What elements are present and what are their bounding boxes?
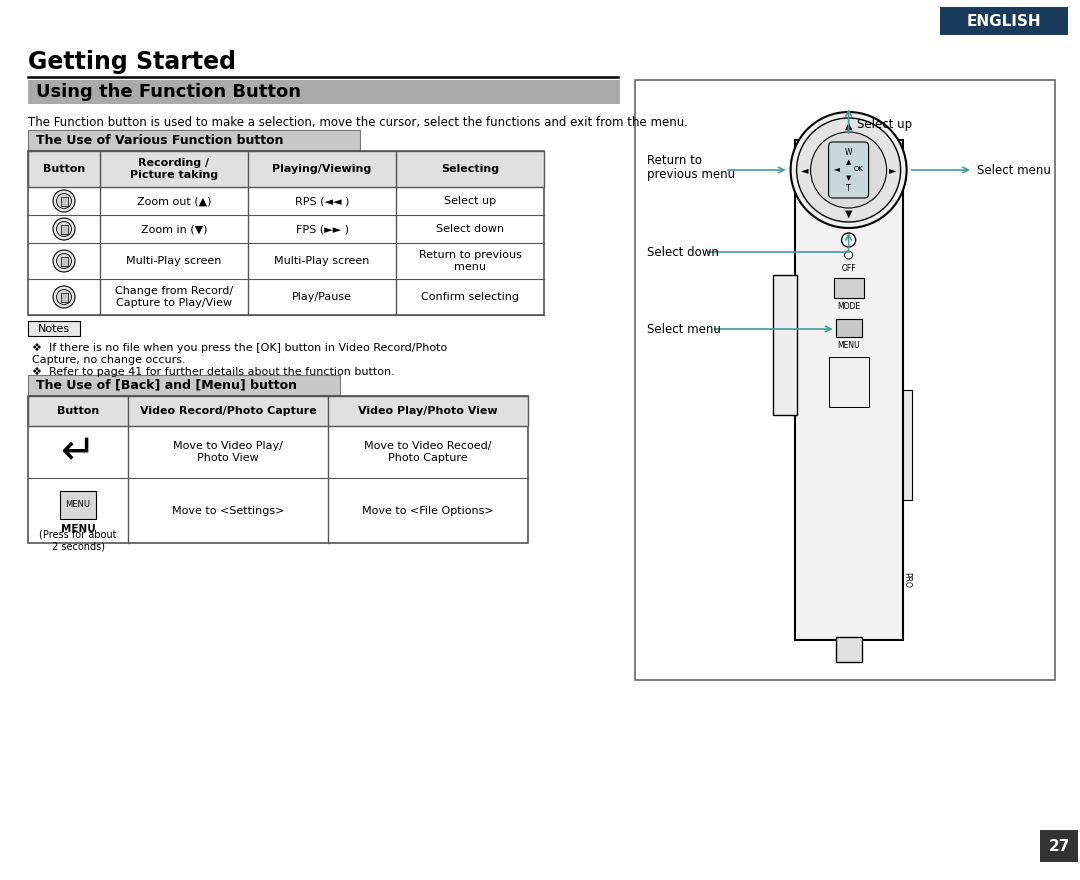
Text: PRO: PRO [902,572,912,588]
Bar [836,319,862,337]
Text: Select up: Select up [856,118,912,130]
Text: Video Play/Photo View: Video Play/Photo View [359,406,498,416]
Circle shape [53,286,75,308]
Circle shape [56,253,71,268]
Text: ENGLISH: ENGLISH [967,13,1041,28]
Circle shape [841,233,855,247]
Bar [28,321,80,336]
Bar [795,140,903,640]
Text: Change from Record/
Capture to Play/View: Change from Record/ Capture to Play/View [114,286,233,308]
Bar [60,490,96,518]
Text: ↵: ↵ [60,431,95,473]
Text: Play/Pause: Play/Pause [292,292,352,302]
Text: MENU: MENU [837,341,860,349]
Bar [28,375,340,395]
Text: T: T [847,184,851,193]
Text: Select menu: Select menu [977,164,1051,177]
Circle shape [53,190,75,212]
Text: W: W [845,148,852,157]
Bar [1040,830,1078,862]
Bar [28,396,528,426]
Text: MENU: MENU [60,524,95,533]
Text: Selecting: Selecting [441,164,499,174]
Text: Move to <File Options>: Move to <File Options> [362,505,494,516]
Text: The Use of Various Function button: The Use of Various Function button [36,134,283,146]
Text: Using the Function Button: Using the Function Button [36,83,301,101]
Bar [635,80,1055,680]
Bar [60,224,67,233]
FancyBboxPatch shape [828,142,868,198]
Text: 27: 27 [1049,839,1069,854]
Bar [60,196,67,206]
Text: Recording /
Picture taking: Recording / Picture taking [130,158,218,180]
Text: Select up: Select up [444,196,496,206]
Text: MODE: MODE [837,302,860,311]
Text: Getting Started: Getting Started [28,50,237,74]
Text: Button: Button [57,406,99,416]
Text: Zoom out (▲): Zoom out (▲) [137,196,212,206]
Circle shape [791,112,906,228]
Text: Select down: Select down [647,246,719,259]
Text: ▼: ▼ [846,175,851,181]
Text: ❖  Refer to page 41 for further details about the function button.: ❖ Refer to page 41 for further details a… [32,367,395,377]
Text: Move to <Settings>: Move to <Settings> [172,505,284,516]
Bar [836,637,862,662]
Circle shape [53,250,75,272]
Circle shape [53,218,75,240]
Text: Select menu: Select menu [647,322,720,335]
Text: Return to previous
menu: Return to previous menu [419,250,522,272]
Text: The Function button is used to make a selection, move the cursor, select the fun: The Function button is used to make a se… [28,115,688,128]
Text: ◄: ◄ [834,165,839,173]
Text: Playing/Viewing: Playing/Viewing [272,164,372,174]
Bar [903,390,912,500]
Circle shape [811,132,887,208]
Text: Multi-Play screen: Multi-Play screen [274,256,369,266]
Circle shape [56,194,71,209]
Text: ▼: ▼ [845,209,852,219]
Text: (Press for about
2 seconds): (Press for about 2 seconds) [39,530,117,551]
Text: Confirm selecting: Confirm selecting [421,292,519,302]
Circle shape [56,290,71,304]
Text: FPS (►► ): FPS (►► ) [296,224,349,234]
Text: OFF: OFF [841,263,856,273]
Circle shape [56,222,71,237]
Bar [940,7,1068,35]
Circle shape [797,118,901,222]
Bar [28,80,620,104]
Bar [28,396,528,543]
Text: Move to Video Play/
Photo View: Move to Video Play/ Photo View [173,441,283,463]
Text: The Use of [Back] and [Menu] button: The Use of [Back] and [Menu] button [36,378,297,392]
Text: Video Record/Photo Capture: Video Record/Photo Capture [139,406,316,416]
Bar [772,275,797,415]
Circle shape [845,251,852,259]
Text: Button: Button [43,164,85,174]
Text: MENU: MENU [66,500,91,509]
Text: ▲: ▲ [846,159,851,165]
Text: ▲: ▲ [845,121,852,131]
Text: Zoom in (▼): Zoom in (▼) [140,224,207,234]
Bar [28,151,544,315]
Text: Return to: Return to [647,153,702,166]
Bar [28,151,544,187]
Bar [28,130,360,150]
Bar [60,256,67,266]
Text: OK: OK [853,166,864,172]
Text: Notes: Notes [38,324,70,334]
Text: Select down: Select down [436,224,504,234]
Text: Move to Video Recoed/
Photo Capture: Move to Video Recoed/ Photo Capture [364,441,491,463]
Text: ◄: ◄ [801,165,808,175]
Text: previous menu: previous menu [647,167,735,180]
Text: ❖  If there is no file when you press the [OK] button in Video Record/Photo
Capt: ❖ If there is no file when you press the… [32,343,447,364]
Text: ►: ► [889,165,896,175]
Bar [60,292,67,302]
Bar [834,278,864,298]
Text: RPS (◄◄ ): RPS (◄◄ ) [295,196,349,206]
Bar [828,357,868,407]
Text: Multi-Play screen: Multi-Play screen [126,256,221,266]
